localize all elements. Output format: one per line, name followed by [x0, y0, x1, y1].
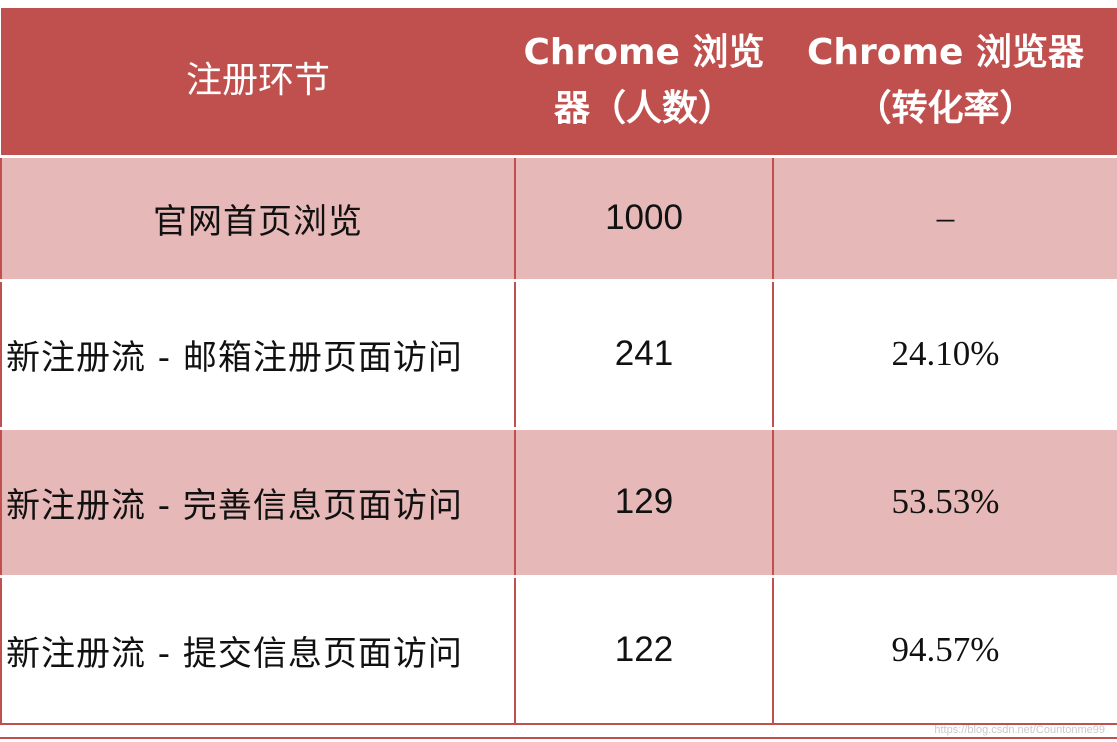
- cell-step: 新注册流 - 完善信息页面访问: [0, 428, 516, 577]
- header-rate: Chrome 浏览器 （转化率）: [773, 8, 1117, 156]
- header-count-line1: Chrome 浏览: [523, 32, 765, 74]
- table-bottom-border: [0, 737, 1117, 739]
- funnel-table: 注册环节 Chrome 浏览 器（人数） Chrome 浏览器 （转化率） 官网…: [0, 8, 1117, 725]
- table-row: 新注册流 - 提交信息页面访问 122 94.57%: [0, 576, 1117, 725]
- table-header-row: 注册环节 Chrome 浏览 器（人数） Chrome 浏览器 （转化率）: [1, 8, 1117, 156]
- cell-rate: 53.53%: [772, 428, 1117, 577]
- table-row: 新注册流 - 完善信息页面访问 129 53.53%: [0, 428, 1117, 577]
- header-rate-line2: （转化率）: [855, 88, 1036, 130]
- cell-count: 241: [514, 280, 774, 429]
- cell-count: 1000: [514, 156, 774, 281]
- cell-step: 新注册流 - 提交信息页面访问: [0, 576, 516, 725]
- cell-rate: 24.10%: [772, 280, 1117, 429]
- header-step: 注册环节: [1, 8, 515, 156]
- cell-count: 122: [514, 576, 774, 725]
- watermark: https://blog.csdn.net/Countonme99: [934, 724, 1105, 736]
- cell-step: 官网首页浏览: [0, 156, 516, 281]
- cell-count: 129: [514, 428, 774, 577]
- cell-rate: –: [772, 156, 1117, 281]
- cell-step: 新注册流 - 邮箱注册页面访问: [0, 280, 516, 429]
- header-rate-line1: Chrome 浏览器: [807, 32, 1084, 74]
- header-count-line2: 器（人数）: [553, 88, 734, 130]
- table-row: 新注册流 - 邮箱注册页面访问 241 24.10%: [0, 280, 1117, 429]
- cell-rate: 94.57%: [772, 576, 1117, 725]
- table-row: 官网首页浏览 1000 –: [0, 156, 1117, 281]
- header-count: Chrome 浏览 器（人数）: [515, 8, 773, 156]
